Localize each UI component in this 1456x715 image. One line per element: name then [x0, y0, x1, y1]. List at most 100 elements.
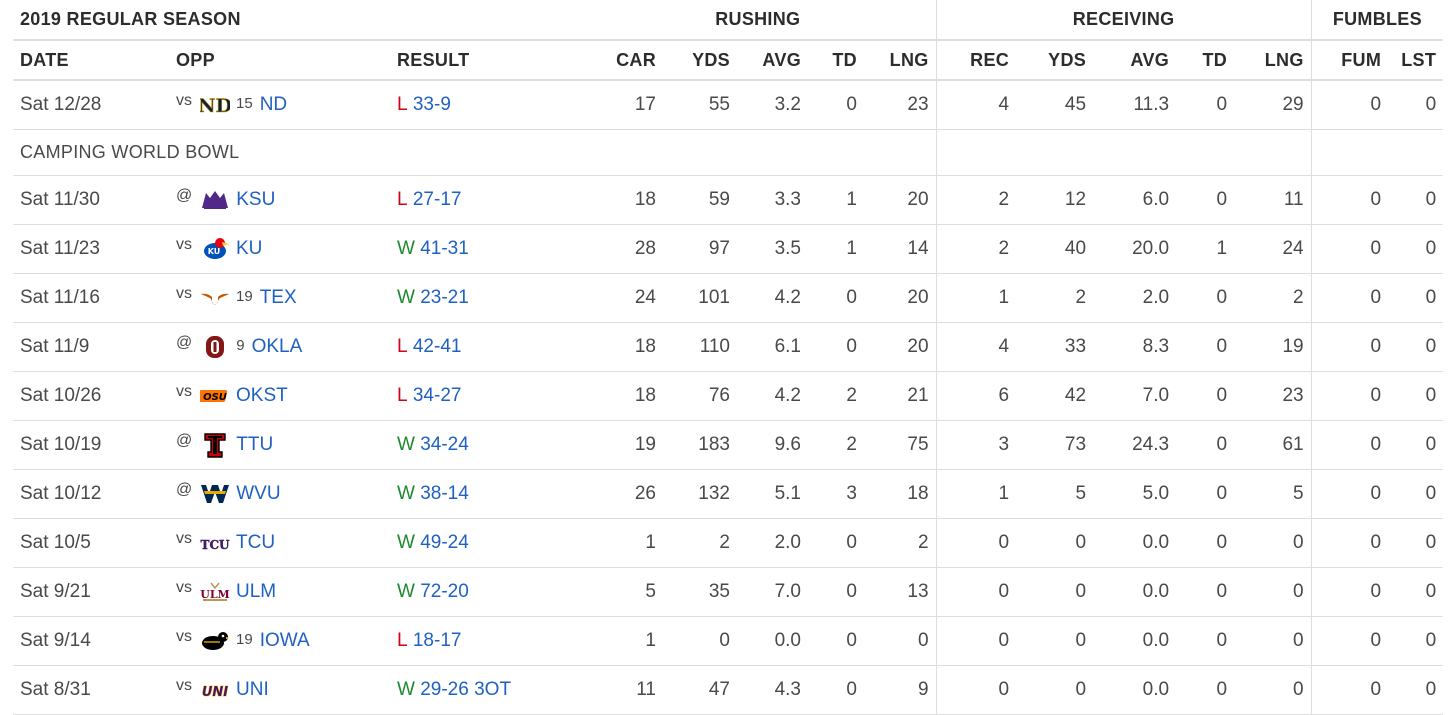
col-rec-td[interactable]: TD — [1176, 40, 1235, 81]
stat-ctd: 0 — [1176, 616, 1235, 666]
stat-clng: 61 — [1234, 420, 1312, 470]
stat-rec: 4 — [935, 80, 1017, 130]
win-loss-indicator: W — [397, 238, 415, 259]
stat-lst: 0 — [1388, 175, 1444, 225]
game-log-body: Sat 12/28 vs ND 15 ND L 33-9 17 55 3.2 0 23 4 45 11.3… — [13, 80, 1444, 715]
game-score-link[interactable]: 29-26 3OT — [420, 679, 512, 700]
col-rush-td[interactable]: TD — [808, 40, 864, 81]
nd-logo-icon[interactable]: ND — [198, 92, 232, 118]
tcu-logo-icon[interactable]: TCU — [200, 530, 230, 556]
opponent-link[interactable]: OKLA — [251, 336, 303, 357]
stat-rtd: 1 — [808, 175, 864, 225]
opponent-link[interactable]: TEX — [259, 287, 297, 308]
opponent-link[interactable]: TTU — [236, 434, 274, 455]
game-score-link[interactable]: 42-41 — [412, 336, 462, 357]
game-score-link[interactable]: 34-24 — [420, 434, 469, 455]
game-score-link[interactable]: 33-9 — [412, 94, 451, 115]
stat-ctd: 0 — [1176, 175, 1235, 225]
stat-cavg: 0.0 — [1093, 665, 1177, 715]
opponent-link[interactable]: KU — [236, 238, 263, 259]
stat-cavg: 5.0 — [1093, 469, 1177, 519]
iowa-logo-icon[interactable] — [200, 628, 230, 654]
result-cell: L 33-9 — [390, 80, 580, 130]
stat-fum: 0 — [1310, 469, 1389, 519]
opponent-wrapper: @9 OKLA — [169, 334, 390, 360]
result-cell: W 29-26 3OT — [390, 665, 580, 715]
game-score-link[interactable]: 41-31 — [420, 238, 469, 259]
stat-car: 26 — [580, 469, 663, 519]
rushing-group-header: RUSHING — [580, 0, 937, 41]
table-row: Sat 10/26 vs OSU OKST L 34-27 18 76 4.2 2 21 6 42 7.… — [13, 371, 1444, 421]
stat-fum: 0 — [1310, 616, 1389, 666]
ksu-logo-icon[interactable] — [200, 187, 230, 213]
opponent-link[interactable]: IOWA — [259, 630, 310, 651]
stat-clng: 11 — [1234, 175, 1312, 225]
uni-logo-icon[interactable]: UNI — [200, 677, 230, 703]
col-opp: OPP — [169, 40, 390, 81]
col-date: DATE — [13, 40, 169, 81]
stat-clng: 5 — [1234, 469, 1312, 519]
col-rush-yds[interactable]: YDS — [663, 40, 737, 81]
stat-rlng: 2 — [864, 518, 937, 568]
game-score-link[interactable]: 27-17 — [412, 189, 462, 210]
svg-text:KU: KU — [208, 247, 221, 256]
stat-cyds: 5 — [1016, 469, 1094, 519]
opponent-link[interactable]: TCU — [236, 532, 276, 553]
ku-logo-icon[interactable]: KU — [200, 236, 230, 262]
col-car[interactable]: CAR — [580, 40, 663, 81]
opponent-link[interactable]: ND — [259, 94, 288, 115]
stat-ryds: 55 — [663, 80, 737, 130]
col-fum[interactable]: FUM — [1310, 40, 1389, 81]
col-rec-avg[interactable]: AVG — [1093, 40, 1177, 81]
stat-rtd: 0 — [808, 322, 864, 372]
stat-cavg: 24.3 — [1093, 420, 1177, 470]
col-rec-yds[interactable]: YDS — [1016, 40, 1094, 81]
result-cell: W 23-21 — [390, 273, 580, 323]
stat-ctd: 0 — [1176, 371, 1235, 421]
tex-logo-icon[interactable] — [200, 285, 230, 311]
col-rec-lng[interactable]: LNG — [1234, 40, 1312, 81]
home-away-indicator: vs — [176, 383, 192, 400]
opponent-wrapper: @ TTU — [169, 432, 390, 458]
win-loss-indicator: W — [397, 581, 415, 602]
game-score-link[interactable]: 23-21 — [420, 287, 469, 308]
stat-rtd: 2 — [808, 420, 864, 470]
stat-clng: 0 — [1234, 665, 1312, 715]
stat-ryds: 97 — [663, 224, 737, 274]
opponent-wrapper: vs OSU OKST — [169, 383, 390, 409]
okst-logo-icon[interactable]: OSU — [197, 383, 230, 409]
col-lst[interactable]: LST — [1388, 40, 1444, 81]
ttu-logo-icon[interactable] — [200, 432, 230, 458]
opponent-cell: vs OSU OKST — [169, 371, 390, 421]
stat-lst: 0 — [1388, 469, 1444, 519]
stat-ctd: 0 — [1176, 518, 1235, 568]
game-score-link[interactable]: 49-24 — [420, 532, 469, 553]
okla-logo-icon[interactable] — [200, 334, 230, 360]
opponent-wrapper: vs ULM ULM — [169, 579, 390, 605]
game-score-link[interactable]: 38-14 — [420, 483, 469, 504]
col-rush-avg[interactable]: AVG — [737, 40, 808, 81]
col-rush-lng[interactable]: LNG — [864, 40, 937, 81]
bowl-name: CAMPING WORLD BOWL — [13, 129, 937, 176]
game-score-link[interactable]: 34-27 — [412, 385, 462, 406]
stat-rec: 1 — [935, 273, 1017, 323]
opponent-link[interactable]: UNI — [236, 679, 269, 700]
opponent-link[interactable]: OKST — [236, 385, 288, 406]
stat-ravg: 4.2 — [737, 273, 808, 323]
game-score-link[interactable]: 18-17 — [412, 630, 462, 651]
opponent-link[interactable]: WVU — [236, 483, 281, 504]
stat-rec: 0 — [935, 567, 1017, 617]
opponent-link[interactable]: KSU — [236, 189, 276, 210]
game-score-link[interactable]: 72-20 — [420, 581, 469, 602]
opponent-cell: vs 19 TEX — [169, 273, 390, 323]
svg-text:OSU: OSU — [203, 392, 227, 403]
wvu-logo-icon[interactable] — [200, 481, 230, 507]
opponent-wrapper: @ KSU — [169, 187, 390, 213]
opponent-link[interactable]: ULM — [236, 581, 277, 602]
table-row: Sat 9/14 vs 19 IOWA L 18-17 1 0 0.0 0 0 0 0 0.0 0 0 0 0 — [13, 616, 1444, 666]
section-title: 2019 REGULAR SEASON — [13, 0, 580, 41]
col-rec[interactable]: REC — [935, 40, 1017, 81]
ulm-logo-icon[interactable]: ULM — [200, 579, 230, 605]
stat-ravg: 4.3 — [737, 665, 808, 715]
win-loss-indicator: L — [397, 94, 408, 115]
